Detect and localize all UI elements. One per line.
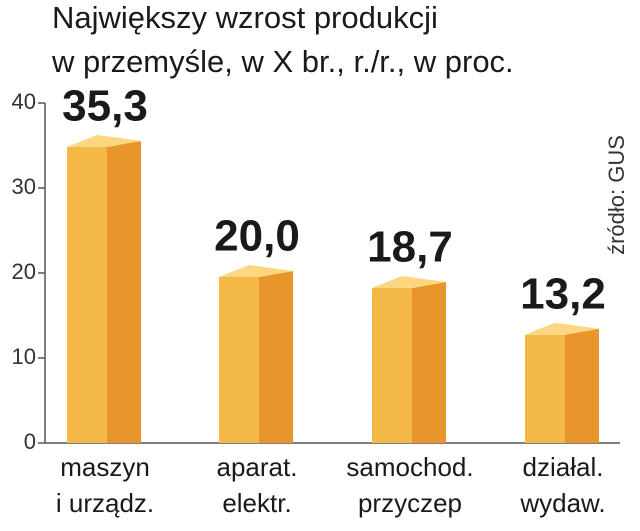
bar-side: [565, 328, 599, 443]
x-tick-label: maszyn: [60, 452, 150, 482]
x-tick-label: samochod.: [346, 452, 473, 482]
x-tick-label: elektr.: [222, 488, 291, 518]
y-tick-label: 0: [24, 429, 36, 454]
bar: [67, 134, 141, 443]
bar-front: [525, 334, 565, 443]
bar-top: [67, 134, 141, 147]
bar-front: [219, 277, 259, 443]
source: źródło: GUS: [604, 135, 629, 255]
bar: [372, 276, 446, 443]
x-tick-label: działal.: [523, 452, 604, 482]
y-tick-label: 10: [12, 344, 36, 369]
x-tick-label: i urządz.: [56, 488, 154, 518]
bar-side: [412, 282, 446, 443]
bar: [525, 322, 599, 443]
x-tick-label: aparat.: [217, 452, 298, 482]
value-label: 18,7: [367, 223, 453, 272]
bar-side: [259, 271, 293, 443]
x-tick-label: przyczep: [358, 488, 462, 518]
y-tick-label: 40: [12, 89, 36, 114]
y-tick-label: 20: [12, 259, 36, 284]
value-label: 20,0: [214, 212, 300, 261]
chart-title: w przemyśle, w X br., r./r., w proc.: [51, 44, 514, 79]
bar-front: [67, 146, 107, 443]
value-label: 35,3: [62, 82, 148, 131]
bar-top: [372, 276, 446, 289]
bar: [219, 265, 293, 443]
y-tick-label: 30: [12, 174, 36, 199]
bar-side: [107, 140, 141, 443]
x-tick-label: wydaw.: [519, 488, 605, 518]
bar-top: [219, 265, 293, 277]
bar-front: [372, 288, 412, 443]
bar-top: [525, 322, 599, 335]
value-label: 13,2: [520, 269, 606, 318]
chart-title: Największy wzrost produkcji: [52, 0, 438, 35]
